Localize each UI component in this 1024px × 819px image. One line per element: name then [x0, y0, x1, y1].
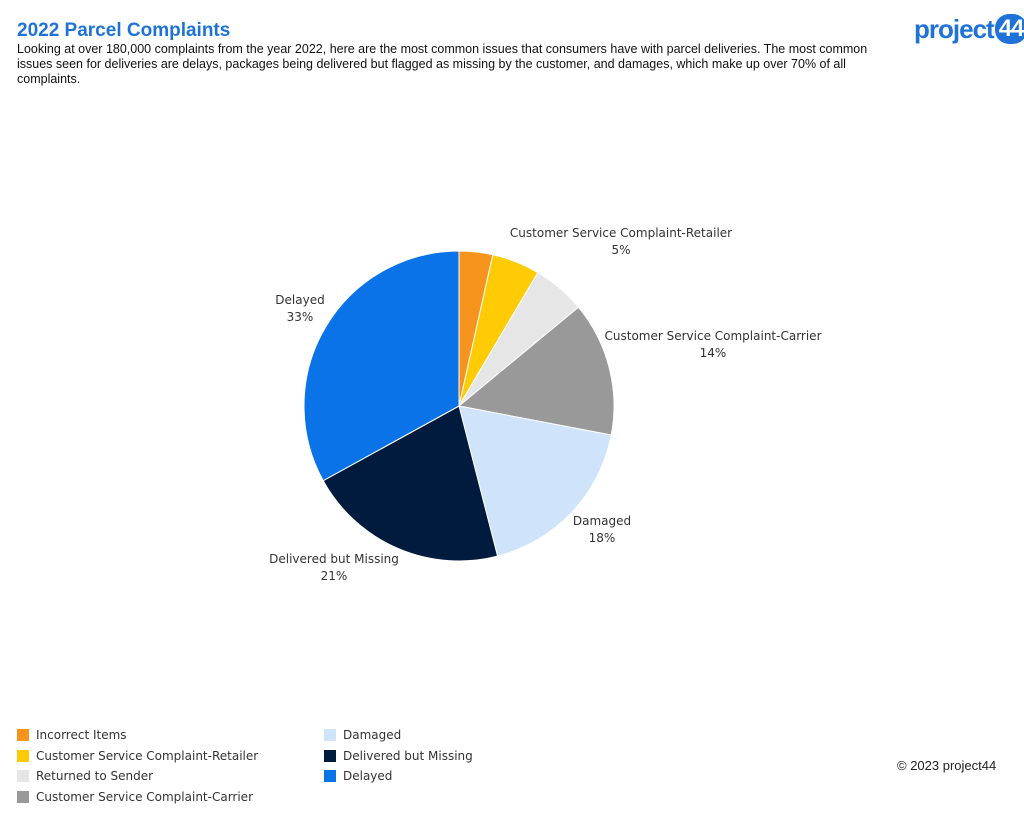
legend-label: Delayed	[343, 769, 393, 783]
slice-label-name: Delivered but Missing	[269, 552, 399, 566]
legend-label: Delivered but Missing	[343, 748, 473, 763]
page-subtitle: Looking at over 180,000 complaints from …	[17, 42, 868, 86]
legend-label: Damaged	[343, 728, 402, 742]
legend-swatch	[324, 770, 336, 782]
slice-label-percent: 5%	[611, 243, 630, 257]
project44-logo: project 44	[914, 12, 1024, 46]
slice-label-percent: 21%	[321, 569, 348, 583]
slice-label-percent: 18%	[589, 531, 616, 545]
pie-slice-customer-service-complaint-carrier	[457, 306, 615, 436]
legend-label: Customer Service Complaint-Retailer	[36, 748, 259, 763]
pie-slice-delayed	[303, 250, 460, 482]
page-title: 2022 Parcel Complaints	[17, 20, 231, 41]
legend-swatch	[324, 729, 336, 741]
logo-number: 44	[994, 14, 1024, 44]
legend-item: Delayed	[324, 766, 392, 786]
slice-label-percent: 14%	[700, 346, 727, 360]
legend-swatch	[324, 749, 336, 762]
legend-item: Damaged	[324, 725, 401, 745]
legend-swatch	[17, 729, 29, 741]
copyright-text: © 2023 project44	[897, 758, 997, 773]
slice-label-name: Customer Service Complaint-Retailer	[510, 226, 732, 240]
pie-slice-delivered-but-missing	[322, 405, 499, 562]
pie-labels: Customer Service Complaint-Retailer 5% Cus…	[269, 226, 821, 583]
slice-label-name: Customer Service Complaint-Carrier	[605, 329, 822, 343]
legend-item: Returned to Sender	[17, 766, 153, 786]
legend-item: Customer Service Complaint-Carrier	[17, 787, 253, 807]
legend-label: Incorrect Items	[36, 728, 127, 742]
legend-item: Incorrect Items	[17, 725, 127, 745]
legend-item: Delivered but Missing	[324, 746, 473, 766]
logo-text: project	[914, 14, 995, 44]
legend-swatch	[17, 790, 29, 803]
legend-label: Customer Service Complaint-Carrier	[36, 789, 253, 804]
slice-label-name: Damaged	[573, 514, 631, 528]
legend-label: Returned to Sender	[36, 769, 154, 783]
legend-item: Customer Service Complaint-Retailer	[17, 746, 258, 766]
slice-label-name: Delayed	[275, 293, 324, 307]
pie-slice-damaged	[458, 405, 612, 557]
legend-swatch	[17, 749, 29, 762]
legend-swatch	[17, 770, 29, 782]
slice-label-percent: 33%	[287, 310, 314, 324]
pie-slices	[303, 250, 615, 562]
